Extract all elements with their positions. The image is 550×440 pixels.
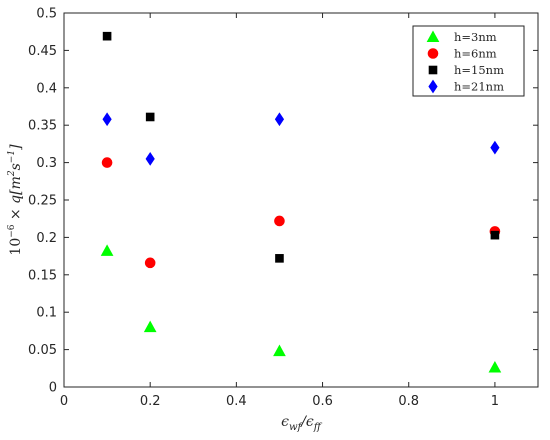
x-tick-label: 1 (491, 394, 499, 409)
data-point-diamond (145, 151, 155, 166)
data-point-square (145, 112, 155, 122)
data-point-square (490, 230, 500, 240)
data-point-triangle (100, 244, 114, 256)
x-tick-label: 0.8 (398, 394, 419, 409)
legend-label: h=21nm (454, 80, 504, 94)
y-tick-label: 0.45 (28, 44, 57, 59)
legend-marker-triangle (426, 30, 440, 42)
data-point-diamond (102, 112, 112, 127)
legend-marker-square (428, 65, 438, 75)
x-tick-label: 0.6 (312, 394, 333, 409)
x-axis-label: ϵwf/ϵff (281, 414, 323, 433)
data-point-diamond (490, 140, 500, 155)
data-point-circle (274, 215, 285, 227)
data-point-triangle (488, 361, 502, 373)
data-point-triangle (143, 320, 157, 333)
data-point-circle (144, 257, 156, 269)
x-tick-label: 0.2 (140, 394, 161, 409)
y-tick-label: 0.5 (36, 7, 57, 22)
data-point-square (275, 254, 284, 263)
y-tick-label: 0 (49, 381, 57, 396)
y-tick-label: 0.35 (28, 119, 57, 134)
data-point-triangle (273, 344, 286, 357)
y-tick-label: 0.3 (36, 156, 57, 171)
x-tick-label: 0.4 (226, 394, 247, 409)
y-tick-label: 0.05 (28, 343, 57, 358)
data-point-circle (101, 157, 113, 168)
y-tick-label: 0.4 (36, 81, 57, 96)
y-tick-label: 0.2 (36, 231, 57, 246)
y-tick-label: 0.25 (28, 194, 57, 209)
legend-label: h=15nm (454, 63, 504, 77)
legend-marker-circle (427, 48, 439, 59)
y-tick-label: 0.15 (28, 268, 57, 283)
y-tick-label: 0.1 (36, 306, 57, 321)
legend: h=3nm h=6nm h=15nm h=21nm (412, 25, 525, 97)
legend-label: h=6nm (454, 47, 497, 61)
data-point-square (102, 31, 112, 41)
x-tick-label: 0 (60, 394, 68, 409)
legend-label: h=3nm (454, 30, 497, 44)
data-point-diamond (274, 112, 285, 127)
legend-marker-diamond (428, 79, 438, 94)
y-axis-label: 10−6 × q[m2s−1] (7, 144, 24, 256)
